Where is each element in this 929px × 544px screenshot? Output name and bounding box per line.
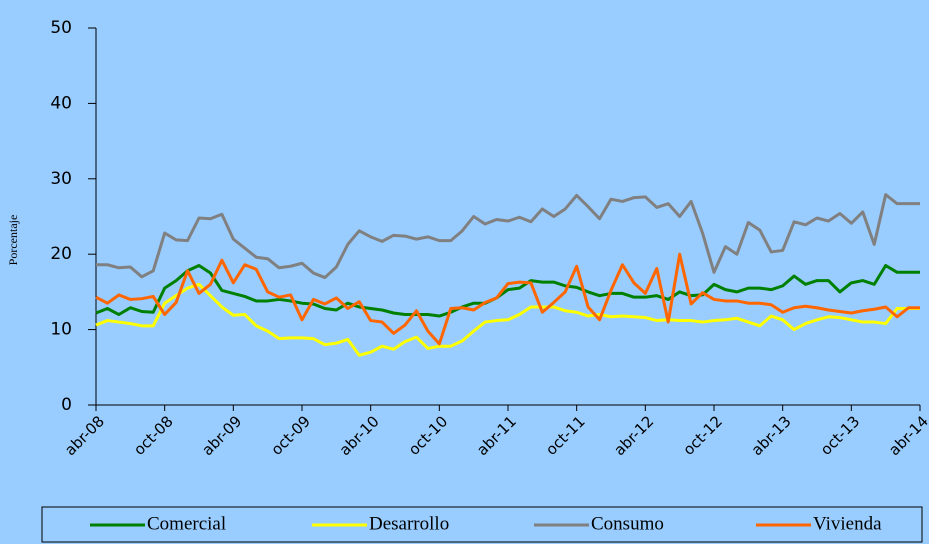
y-tick-label: 0 bbox=[61, 395, 72, 415]
x-tick-label: abr-13 bbox=[748, 412, 795, 459]
y-tick-label: 50 bbox=[50, 18, 72, 38]
legend-label: Vivienda bbox=[813, 513, 882, 534]
x-tick-label: oct-11 bbox=[542, 412, 589, 459]
x-tick-label: abr-08 bbox=[61, 412, 108, 459]
x-tick-label: oct-13 bbox=[817, 412, 864, 459]
x-tick-label: oct-12 bbox=[679, 412, 726, 459]
x-tick-label: oct-08 bbox=[130, 412, 177, 459]
x-tick-label: oct-10 bbox=[405, 412, 452, 459]
y-tick-label: 40 bbox=[50, 93, 72, 113]
x-tick-label: abr-12 bbox=[610, 412, 657, 459]
y-axis-label: Porcentaje bbox=[6, 215, 20, 266]
y-tick-label: 30 bbox=[50, 169, 72, 189]
series-line bbox=[95, 252, 920, 346]
series-line bbox=[95, 282, 920, 357]
series-line bbox=[95, 264, 920, 318]
series-line bbox=[96, 193, 920, 280]
legend-box bbox=[41, 506, 923, 543]
y-tick-label: 20 bbox=[50, 244, 72, 264]
x-tick-label: oct-09 bbox=[267, 412, 314, 459]
x-tick-label: abr-14 bbox=[885, 412, 929, 459]
legend-label: Consumo bbox=[591, 513, 664, 534]
x-tick-label: abr-09 bbox=[198, 412, 245, 459]
legend-label: Comercial bbox=[147, 513, 226, 534]
y-tick-label: 10 bbox=[50, 320, 72, 340]
x-tick-label: abr-10 bbox=[336, 412, 383, 459]
x-tick-label: abr-11 bbox=[473, 412, 520, 459]
legend-label: Desarrollo bbox=[369, 513, 449, 534]
